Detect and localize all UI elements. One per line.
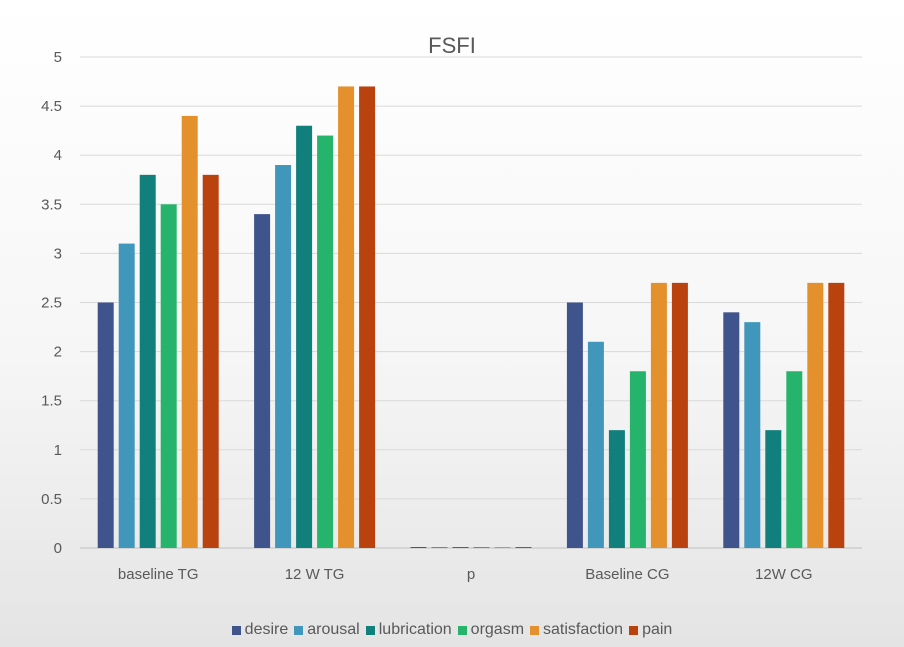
- y-tick-label: 3: [54, 245, 62, 262]
- y-tick-label: 0.5: [41, 491, 62, 508]
- bar-arousal: [587, 341, 604, 548]
- legend-item-satisfaction: satisfaction: [530, 621, 623, 639]
- legend-item-pain: pain: [629, 621, 672, 639]
- bar-pain: [671, 282, 688, 548]
- y-tick-label: 3.5: [41, 196, 62, 213]
- x-tick-label: Baseline CG: [585, 566, 669, 583]
- bar-orgasm: [629, 371, 646, 548]
- bar-satisfaction: [494, 547, 511, 548]
- bar-pain: [202, 174, 219, 548]
- x-tick-label: p: [467, 566, 475, 583]
- legend-item-desire: desire: [231, 621, 289, 639]
- x-tick-label: 12W CG: [755, 566, 813, 583]
- bar-desire: [97, 302, 114, 548]
- bar-orgasm: [473, 547, 490, 548]
- bar-desire: [410, 547, 427, 548]
- legend-label: orgasm: [470, 621, 525, 638]
- bar-satisfaction: [338, 86, 355, 549]
- bar-desire: [723, 312, 740, 548]
- y-tick-label: 1.5: [41, 393, 62, 410]
- bar-satisfaction: [650, 282, 667, 548]
- bar-arousal: [275, 165, 292, 548]
- chart-title: FSFI: [428, 33, 476, 58]
- bar-pain: [828, 282, 845, 548]
- legend-item-arousal: arousal: [294, 621, 360, 639]
- legend-swatch: [231, 625, 241, 635]
- x-tick-label: baseline TG: [118, 566, 199, 583]
- bar-orgasm: [317, 135, 334, 548]
- bar-satisfaction: [181, 115, 198, 549]
- bar-pain: [359, 86, 376, 549]
- legend-label: arousal: [307, 621, 360, 638]
- bar-orgasm: [786, 371, 803, 548]
- legend-swatch: [365, 625, 375, 635]
- y-tick-label: 2: [54, 344, 62, 361]
- bar-pain: [515, 547, 532, 548]
- legend-label: pain: [642, 621, 673, 638]
- bar-lubrication: [608, 430, 625, 548]
- legend-item-lubrication: lubrication: [365, 621, 452, 639]
- legend-label: lubrication: [378, 621, 452, 638]
- x-tick-label: 12 W TG: [285, 566, 345, 583]
- bar-lubrication: [452, 547, 469, 548]
- bar-arousal: [744, 322, 761, 548]
- bar-satisfaction: [807, 282, 824, 548]
- legend-swatch: [530, 625, 540, 635]
- bar-arousal: [118, 243, 135, 548]
- y-tick-label: 4.5: [41, 98, 62, 115]
- y-tick-label: 0: [54, 540, 62, 557]
- bar-lubrication: [765, 430, 782, 548]
- legend-label: satisfaction: [543, 621, 624, 638]
- legend-item-orgasm: orgasm: [457, 621, 525, 639]
- bar-desire: [254, 214, 271, 548]
- y-tick-label: 2.5: [41, 295, 62, 312]
- bar-desire: [566, 302, 583, 548]
- bar-arousal: [431, 547, 448, 548]
- legend-swatch: [457, 625, 467, 635]
- legend-swatch: [294, 625, 304, 635]
- legend-swatch: [629, 625, 639, 635]
- legend-label: desire: [244, 621, 289, 638]
- bar-lubrication: [139, 174, 156, 548]
- bar-lubrication: [296, 125, 313, 549]
- y-tick-label: 4: [54, 147, 62, 164]
- y-tick-label: 1: [54, 442, 62, 459]
- y-tick-label: 5: [54, 49, 62, 66]
- bar-orgasm: [160, 204, 177, 549]
- chart-legend: desire arousal lubrication orgasm satisfacti…: [0, 621, 904, 639]
